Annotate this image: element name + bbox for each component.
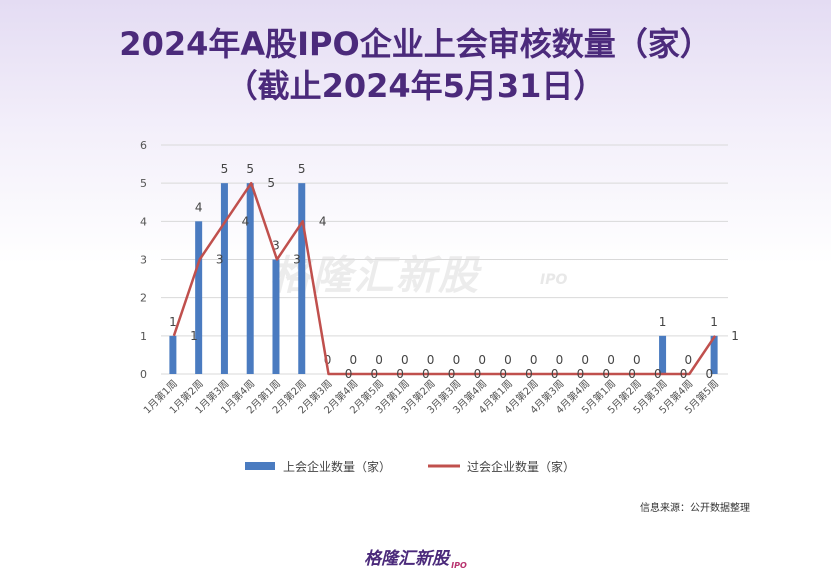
bar — [195, 221, 203, 374]
y-tick-label: 2 — [140, 292, 147, 305]
line-data-label: 0 — [654, 367, 662, 381]
chart-title: 2024年A股IPO企业上会审核数量（家） — [119, 25, 712, 63]
y-tick-label: 3 — [140, 254, 147, 267]
legend-bar-label: 上会企业数量（家） — [283, 459, 391, 474]
bar — [169, 335, 177, 374]
bar-data-label: 1 — [710, 315, 718, 329]
y-tick-label: 4 — [140, 215, 147, 228]
line-data-label: 0 — [422, 367, 430, 381]
bar-data-label: 3 — [272, 239, 280, 253]
line-data-label: 0 — [345, 367, 353, 381]
bar — [220, 183, 228, 374]
line-data-label: 0 — [525, 367, 533, 381]
line-data-label: 5 — [267, 176, 275, 190]
line-data-label: 4 — [319, 214, 327, 228]
line-data-label: 0 — [602, 367, 610, 381]
line-data-label: 3 — [216, 253, 224, 267]
line-data-label: 0 — [370, 367, 378, 381]
line-data-label: 0 — [628, 367, 636, 381]
bar-data-label: 0 — [685, 353, 693, 367]
line-data-label: 0 — [706, 367, 714, 381]
bar — [272, 259, 280, 374]
bar-data-label: 0 — [478, 353, 486, 367]
line-data-label: 4 — [242, 214, 250, 228]
bar-data-label: 0 — [607, 353, 615, 367]
line-data-label: 0 — [396, 367, 404, 381]
line-data-label: 0 — [448, 367, 456, 381]
line-data-label: 0 — [680, 367, 688, 381]
bar-data-label: 0 — [530, 353, 538, 367]
bar-data-label: 0 — [633, 353, 641, 367]
bar — [659, 335, 667, 374]
y-tick-label: 6 — [140, 139, 147, 152]
y-tick-label: 0 — [140, 368, 147, 381]
bar-data-label: 5 — [221, 162, 229, 176]
bar — [298, 183, 306, 374]
legend-bar-swatch — [245, 462, 275, 470]
chart-subtitle: （截止2024年5月31日） — [225, 67, 606, 105]
line-data-label: 1 — [190, 329, 198, 343]
bar-data-label: 0 — [375, 353, 383, 367]
bar — [246, 183, 254, 374]
bar-data-label: 1 — [659, 315, 667, 329]
bar — [710, 335, 718, 374]
line-series — [172, 181, 717, 376]
line-data-label: 0 — [499, 367, 507, 381]
source-note: 信息来源：公开数据整理 — [640, 503, 750, 514]
brand-sub: IPO — [451, 561, 467, 571]
bar-data-label: 1 — [169, 315, 177, 329]
watermark-sub: IPO — [540, 272, 568, 288]
bar-data-label: 0 — [504, 353, 512, 367]
brand-logo: 格隆汇新股 IPO — [0, 544, 831, 570]
line-data-label: 0 — [474, 367, 482, 381]
line-data-label: 3 — [293, 253, 301, 267]
y-tick-label: 5 — [140, 177, 147, 190]
y-tick-label: 1 — [140, 330, 147, 343]
line-data-label: 1 — [731, 329, 739, 343]
line-data-label: 0 — [551, 367, 559, 381]
bar-data-label: 0 — [556, 353, 564, 367]
bar-data-label: 5 — [298, 162, 306, 176]
line-data-label: 0 — [577, 367, 585, 381]
brand-text: 格隆汇新股 — [364, 549, 450, 569]
bar-data-label: 0 — [324, 353, 332, 367]
bar-data-label: 0 — [581, 353, 589, 367]
bar-data-label: 0 — [453, 353, 461, 367]
bar-data-label: 4 — [195, 200, 203, 214]
legend-line-label: 过会企业数量（家） — [467, 459, 575, 474]
bar-data-label: 5 — [246, 162, 254, 176]
bar-data-label: 0 — [349, 353, 357, 367]
bar-data-label: 0 — [401, 353, 409, 367]
bar-data-label: 0 — [427, 353, 435, 367]
